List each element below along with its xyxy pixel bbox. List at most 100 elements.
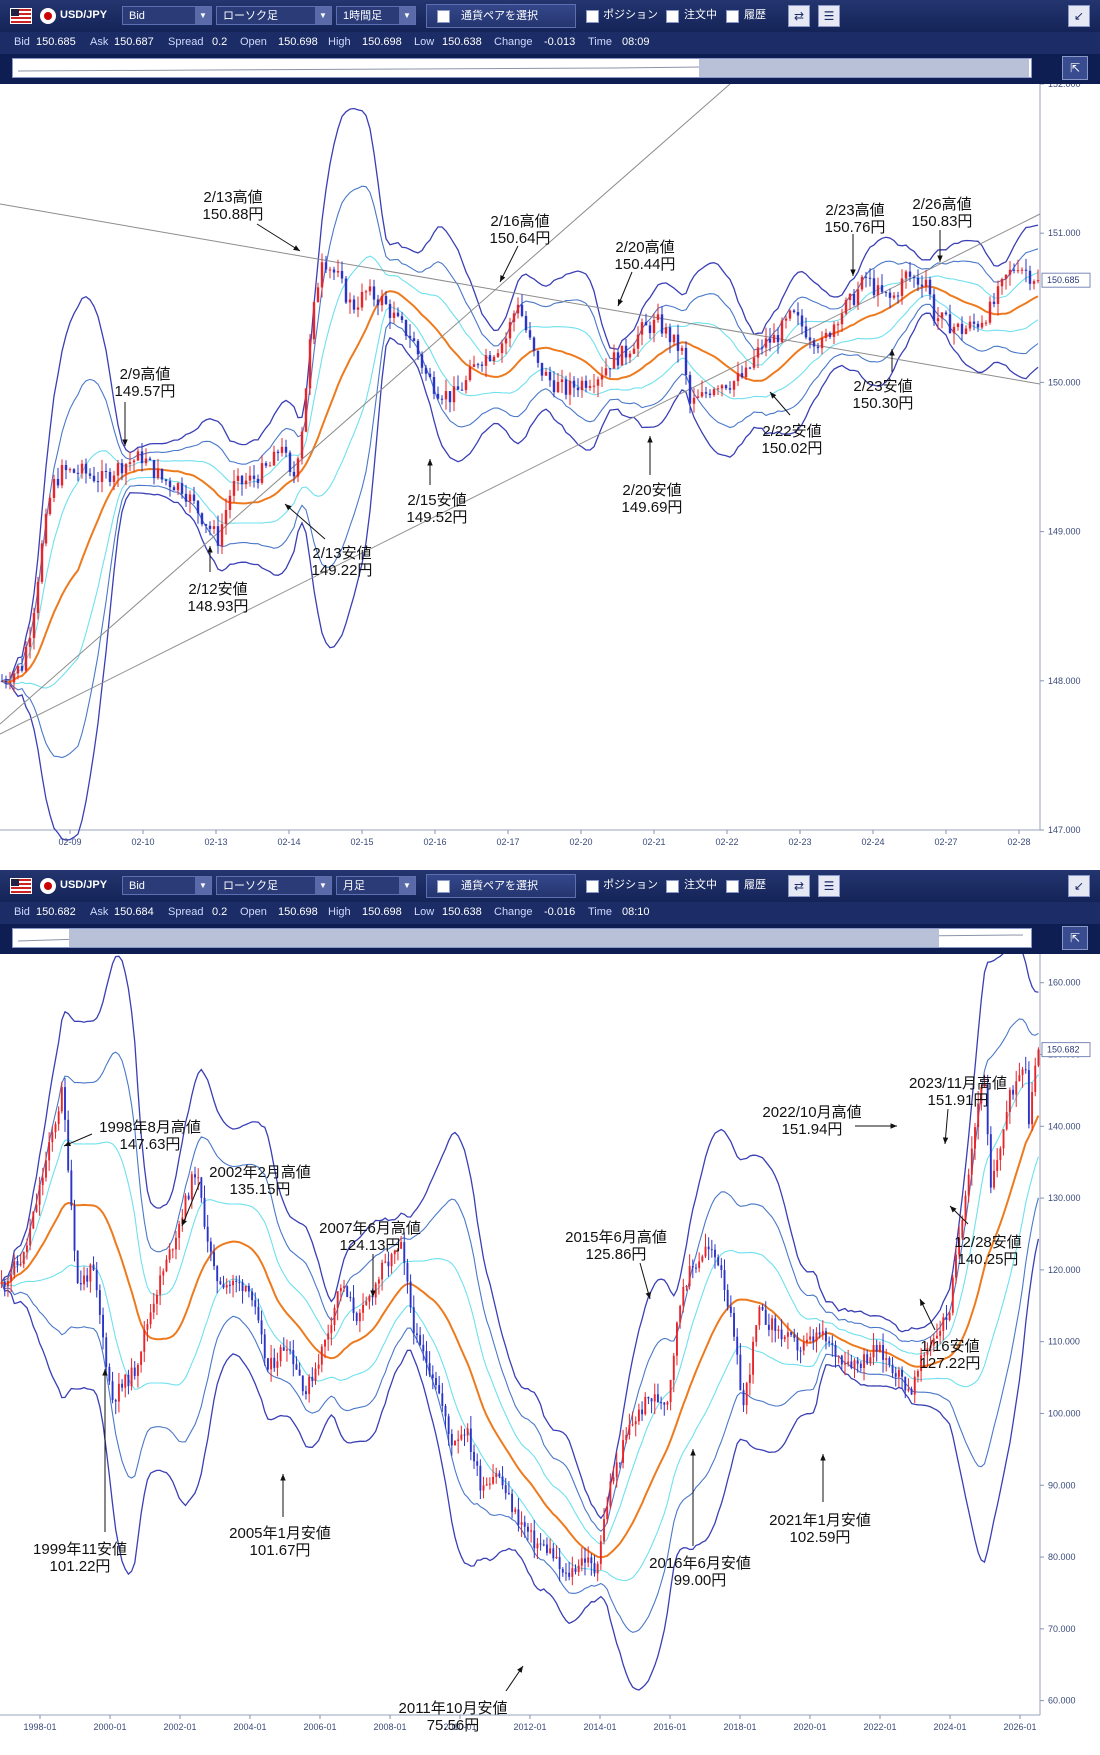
candle-body xyxy=(457,1439,460,1441)
timeframe-select[interactable]: 1時間足 ▼ xyxy=(336,6,416,25)
expand-icon[interactable]: ⇱ xyxy=(1062,56,1088,80)
candle-body xyxy=(771,1318,774,1330)
position-checkbox[interactable] xyxy=(586,10,599,23)
timeframe-select[interactable]: 月足 ▼ xyxy=(336,876,416,895)
candle-body xyxy=(831,1342,834,1345)
annotation-label: 1998年8月高値 xyxy=(99,1119,201,1136)
spread-label: Spread xyxy=(168,36,204,48)
candle-body xyxy=(260,1320,263,1335)
annotation-label: 2/23高値 xyxy=(825,202,884,219)
minimize-icon[interactable]: ↙ xyxy=(1068,875,1090,897)
low-value: 150.638 xyxy=(442,906,482,918)
price-type-select[interactable]: Bid ▼ xyxy=(122,876,212,895)
navigator-track[interactable] xyxy=(12,928,1032,948)
candle-body xyxy=(116,463,120,476)
arrow-head-icon xyxy=(690,1449,696,1456)
candle-body xyxy=(64,465,68,471)
candle-body xyxy=(422,1344,425,1352)
navigator-slider[interactable] xyxy=(699,59,1029,77)
candle-body xyxy=(916,277,920,285)
chart-type-select[interactable]: ローソク足 ▼ xyxy=(216,6,332,25)
candle-body xyxy=(548,371,552,381)
select-pair-button[interactable]: 通貨ペアを選択 xyxy=(426,874,576,898)
candle-body xyxy=(216,526,220,546)
candle-body xyxy=(156,1294,158,1304)
navigator-track[interactable] xyxy=(12,58,1032,78)
candle-body xyxy=(244,1285,247,1292)
chevron-down-icon: ▼ xyxy=(195,877,211,894)
time-value: 08:09 xyxy=(622,36,650,48)
x-tick-label: 2010-01 xyxy=(443,1722,476,1732)
minimize-icon[interactable]: ↙ xyxy=(1068,5,1090,27)
candle-body xyxy=(392,312,396,318)
layout-icon[interactable]: ☰ xyxy=(818,5,840,27)
candle-body xyxy=(625,1434,628,1441)
x-tick-label: 2026-01 xyxy=(1003,1722,1036,1732)
bid-label: Bid xyxy=(14,36,30,48)
candle-body xyxy=(184,1195,187,1218)
chart-toolbar: USD/JPY Bid ▼ ローソク足 ▼ 1時間足 ▼ 通貨ペアを選択 ポジション … xyxy=(0,0,1100,33)
low-label: Low xyxy=(414,36,435,48)
candle-body xyxy=(792,310,796,313)
annotation-label: 2/15安値 xyxy=(407,492,466,509)
select-pair-button[interactable]: 通貨ペアを選択 xyxy=(426,4,576,28)
expand-icon[interactable]: ⇱ xyxy=(1062,926,1088,950)
candle-body xyxy=(159,1275,162,1295)
hourly-chart-panel: USD/JPY Bid ▼ ローソク足 ▼ 1時間足 ▼ 通貨ペアを選択 ポジション … xyxy=(0,0,1100,870)
chart-type-select[interactable]: ローソク足 ▼ xyxy=(216,876,332,895)
history-checkbox[interactable] xyxy=(726,10,739,23)
candle-body xyxy=(821,1331,824,1335)
price-info-bar: Bid 150.685 Ask 150.687 Spread 0.2 Open … xyxy=(0,32,1100,54)
history-checkbox[interactable] xyxy=(726,880,739,893)
arrow-head-icon xyxy=(181,1219,187,1226)
candle-body xyxy=(828,1341,831,1343)
candle-body xyxy=(804,326,808,338)
ask-value: 150.687 xyxy=(114,36,154,48)
candle-body xyxy=(440,398,444,400)
candle-body xyxy=(48,497,52,514)
candle-body xyxy=(276,1361,279,1368)
candle-body xyxy=(372,286,376,300)
annotation-value: 149.22円 xyxy=(312,562,373,579)
high-label: High xyxy=(328,906,351,918)
candle-body xyxy=(974,1127,976,1149)
navigator-slider[interactable] xyxy=(69,929,939,947)
candle-body xyxy=(238,1281,241,1283)
candle-body xyxy=(346,1286,349,1297)
candle-body xyxy=(558,1556,561,1570)
chart-settings-icon[interactable]: ⇄ xyxy=(788,5,810,27)
x-tick-label: 2016-01 xyxy=(653,1722,686,1732)
candle-body xyxy=(568,1572,571,1577)
candle-body xyxy=(1034,1065,1037,1093)
candle-body xyxy=(1031,1092,1034,1125)
candle-body xyxy=(187,1195,190,1200)
candle-body xyxy=(301,1375,304,1392)
candle-body xyxy=(460,1434,463,1440)
arrow-head-icon xyxy=(370,1290,376,1297)
bollinger-band-2sigma-lower xyxy=(1,1197,1039,1633)
candle-body xyxy=(590,1557,593,1564)
candle-body xyxy=(564,379,568,395)
candle-body xyxy=(663,1402,666,1405)
candle-body xyxy=(784,318,788,321)
candle-body xyxy=(428,1363,431,1375)
candle-body xyxy=(1008,1089,1011,1112)
order-checkbox[interactable] xyxy=(666,10,679,23)
chart-toolbar: USD/JPY Bid ▼ ローソク足 ▼ 月足 ▼ 通貨ペアを選択 ポジション 注文… xyxy=(0,870,1100,903)
candle-body xyxy=(35,1204,38,1212)
order-checkbox[interactable] xyxy=(666,880,679,893)
candle-body xyxy=(388,303,392,318)
candle-body xyxy=(745,1383,748,1406)
change-label: Change xyxy=(494,36,533,48)
layout-icon[interactable]: ☰ xyxy=(818,875,840,897)
candle-body xyxy=(695,1267,697,1269)
position-checkbox[interactable] xyxy=(586,880,599,893)
price-type-select[interactable]: Bid ▼ xyxy=(122,6,212,25)
arrow-head-icon xyxy=(890,1123,897,1129)
chart-settings-icon[interactable]: ⇄ xyxy=(788,875,810,897)
time-label: Time xyxy=(588,36,613,48)
candle-body xyxy=(476,364,480,366)
